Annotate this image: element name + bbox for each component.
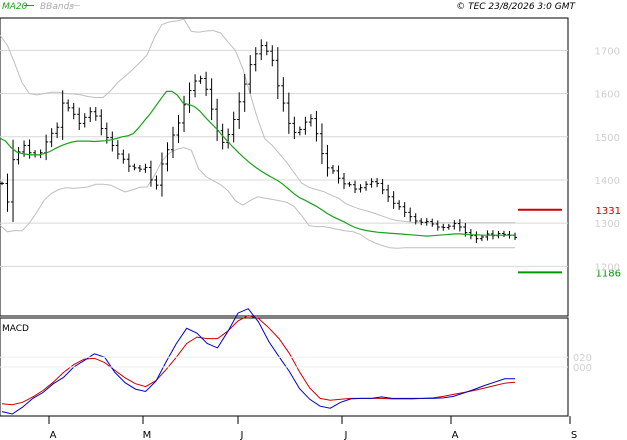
level-label: 1331: [596, 206, 621, 217]
legend-bbands-swatch: [70, 5, 80, 6]
macd-label: MACD: [2, 324, 29, 334]
ma20-line: [0, 90, 516, 237]
legend-bbands: BBands: [40, 2, 74, 12]
month-label: M: [143, 430, 152, 440]
price-bars: [0, 39, 517, 243]
month-label: J: [240, 430, 244, 440]
price-axis-ticks: 1200 1300 1400 1500 1600 1700: [595, 46, 620, 273]
month-label: S: [571, 430, 577, 440]
price-tick-label: 1400: [595, 176, 620, 187]
macd-line: [1, 308, 515, 415]
month-label: A: [50, 430, 57, 440]
ma20-polyline: [0, 90, 516, 237]
price-tick-label: 1500: [595, 133, 620, 144]
macd-tick-label: 000: [573, 363, 592, 374]
month-label: A: [452, 430, 459, 440]
macd-tick-label: 020: [573, 353, 592, 364]
price-tick-label: 1300: [595, 219, 620, 230]
bb-lower-line: [0, 147, 515, 249]
price-tick-label: 1700: [595, 46, 620, 57]
legend-ma20: MA20: [2, 2, 28, 12]
bb-upper-line: [0, 18, 515, 224]
month-label: J: [344, 430, 348, 440]
level-markers: 1331 1186: [518, 206, 621, 279]
price-grid: [0, 49, 568, 267]
copyright-text: © TEC 23/8/2026 3:0 GMT: [456, 2, 576, 12]
legend-ma20-swatch: [24, 5, 34, 6]
price-tick-label: 1200: [595, 262, 620, 273]
level-label: 1186: [596, 268, 621, 279]
price-panel: [0, 17, 569, 317]
bollinger-bands: [0, 18, 515, 249]
macd-lines: [1, 308, 516, 415]
price-tick-label: 1600: [595, 90, 620, 101]
